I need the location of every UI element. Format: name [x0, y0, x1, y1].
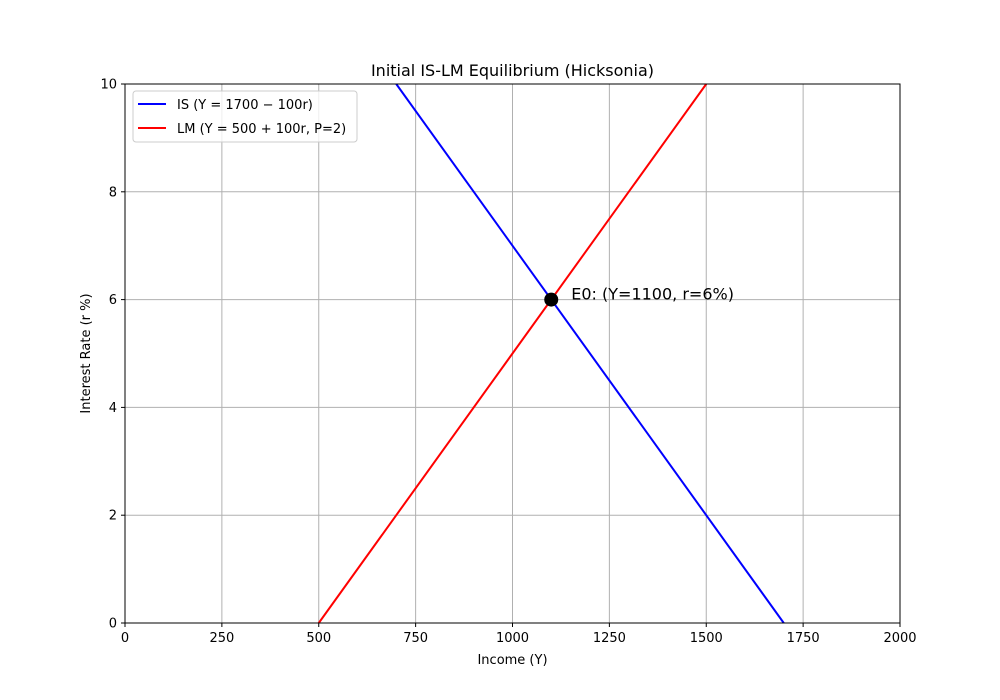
x-axis-ticks: 0 250 500 750 1000 1250 1500 1750 2000 — [121, 623, 917, 646]
equilibrium-annotation: E0: (Y=1100, r=6%) — [571, 285, 734, 304]
x-tick-label: 1000 — [496, 631, 529, 646]
x-tick-label: 1250 — [593, 631, 626, 646]
legend-box — [132, 90, 358, 143]
y-tick-label: 8 — [109, 185, 117, 200]
legend-label-is: IS (Y = 1700 − 100r) — [177, 98, 313, 113]
x-tick-label: 1750 — [787, 631, 820, 646]
x-tick-label: 250 — [209, 631, 234, 646]
x-axis-label: Income (Y) — [477, 653, 547, 668]
is-curve-line — [395, 83, 785, 624]
y-tick-label: 6 — [109, 293, 117, 308]
y-tick-label: 4 — [109, 401, 117, 416]
y-tick-label: 0 — [109, 617, 117, 632]
x-tick-label: 2000 — [883, 631, 916, 646]
chart-title: Initial IS-LM Equilibrium (Hicksonia) — [371, 61, 654, 80]
y-tick-label: 10 — [100, 78, 117, 93]
lm-curve-line — [317, 83, 708, 624]
x-tick-label: 0 — [121, 631, 129, 646]
series-layer — [317, 83, 785, 624]
equilibrium-layer: E0: (Y=1100, r=6%) — [544, 285, 734, 307]
y-axis-ticks: 0 2 4 6 8 10 — [100, 78, 125, 632]
legend: IS (Y = 1700 − 100r) LM (Y = 500 + 100r,… — [132, 90, 358, 143]
y-axis-label: Interest Rate (r %) — [79, 293, 94, 413]
x-tick-label: 750 — [403, 631, 428, 646]
equilibrium-point — [544, 292, 559, 307]
y-tick-label: 2 — [109, 509, 117, 524]
legend-label-lm: LM (Y = 500 + 100r, P=2) — [177, 122, 346, 137]
x-tick-label: 500 — [306, 631, 331, 646]
x-tick-label: 1500 — [690, 631, 723, 646]
